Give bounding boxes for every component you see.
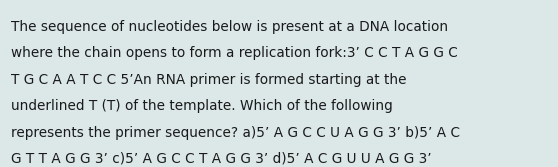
Text: underlined T (T) of the template. Which of the following: underlined T (T) of the template. Which …: [11, 99, 393, 113]
Text: G T T A G G 3’ c)5’ A G C C T A G G 3’ d)5’ A C G U U A G G 3’: G T T A G G 3’ c)5’ A G C C T A G G 3’ d…: [11, 152, 432, 166]
Text: where the chain opens to form a replication fork:3’ C C T A G G C: where the chain opens to form a replicat…: [11, 46, 458, 60]
Text: T G C A A T C C 5’An RNA primer is formed starting at the: T G C A A T C C 5’An RNA primer is forme…: [11, 73, 407, 87]
Text: represents the primer sequence? a)5’ A G C C U A G G 3’ b)5’ A C: represents the primer sequence? a)5’ A G…: [11, 126, 460, 140]
Text: The sequence of nucleotides below is present at a DNA location: The sequence of nucleotides below is pre…: [11, 20, 448, 34]
